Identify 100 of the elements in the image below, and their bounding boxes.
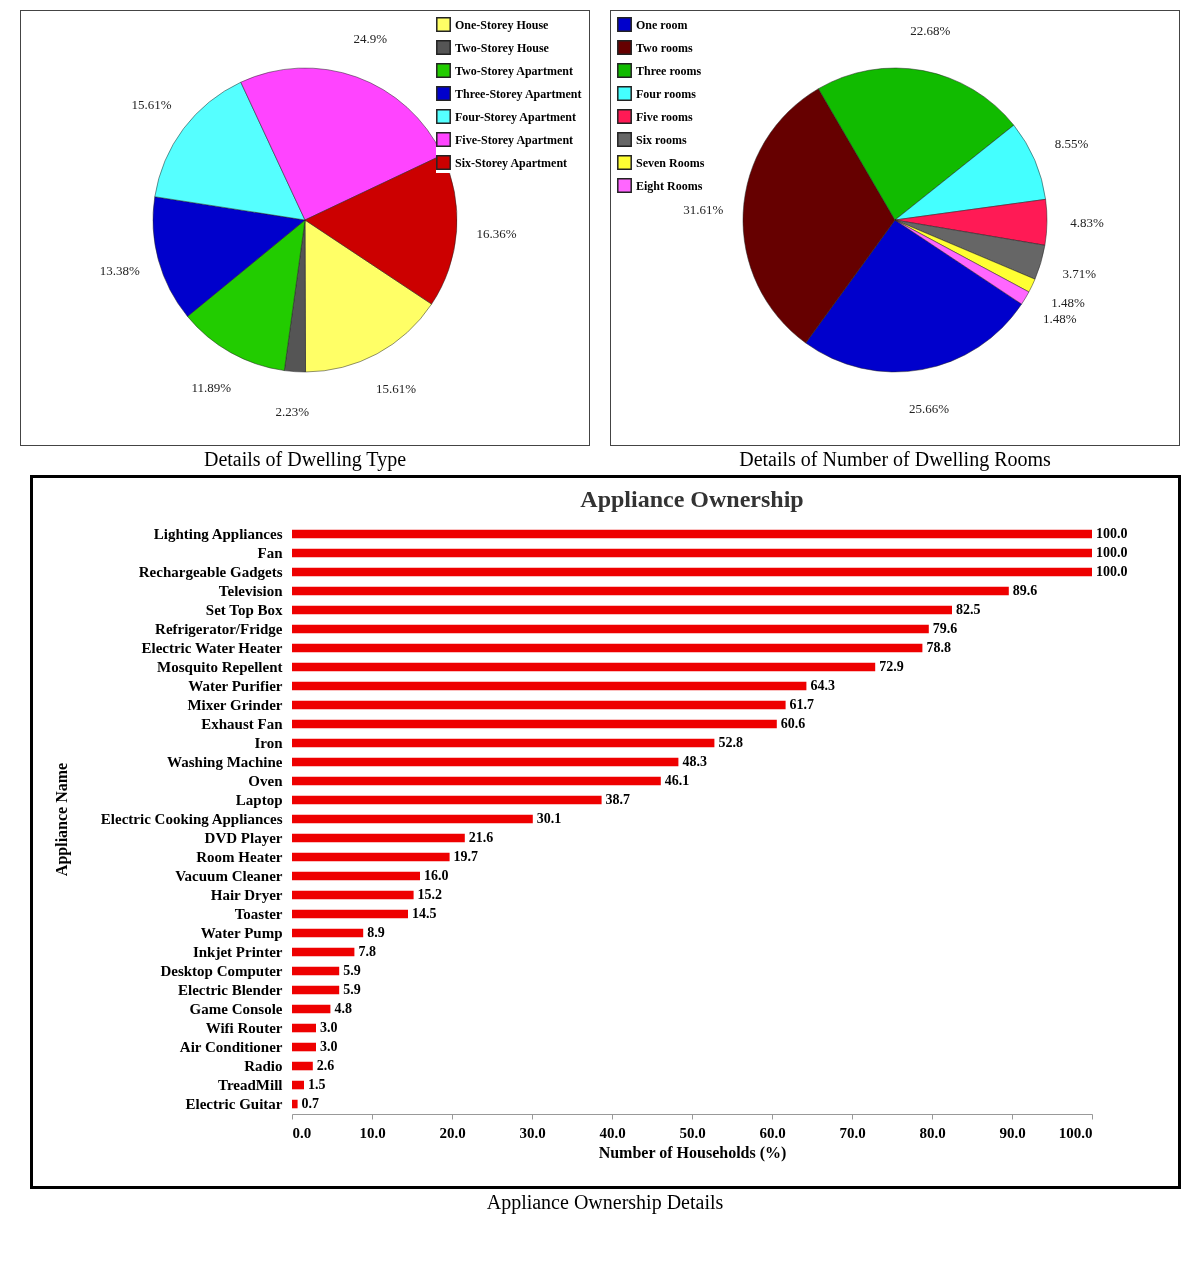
y-tick-label: Mosquito Repellent (156, 658, 282, 675)
data-label: 78.8 (925, 639, 951, 655)
y-tick-label: Washing Machine (166, 754, 283, 770)
y-tick-label: Laptop (235, 792, 282, 808)
x-tick-label: 10.0 (358, 1124, 386, 1141)
bar (291, 529, 1092, 539)
y-tick-label: Vacuum Cleaner (174, 868, 283, 884)
x-axis-title: Number of Households (%) (598, 1143, 786, 1162)
y-tick-label: Water Pump (200, 925, 282, 942)
bar (291, 909, 408, 919)
data-label: 24.9% (353, 31, 388, 47)
y-tick-label: Inkjet Printer (192, 944, 283, 961)
data-label: 4.83% (1070, 214, 1104, 230)
data-label: 2.6 (316, 1058, 334, 1074)
bar (291, 890, 414, 900)
data-label: 3.0 (319, 1039, 337, 1055)
legend-label: One room (636, 17, 688, 32)
data-label: 38.7 (605, 792, 630, 807)
y-tick-label: Electric Cooking Appliances (100, 811, 283, 827)
x-tick-label: 0.0 (292, 1124, 311, 1141)
data-label: 100.0 (1095, 563, 1127, 579)
legend-label: Six rooms (636, 132, 688, 147)
data-label: 52.8 (717, 734, 743, 750)
data-label: 15.61% (131, 96, 172, 112)
y-tick-label: TreadMill (217, 1077, 282, 1094)
y-tick-label: Rechargeable Gadgets (138, 563, 283, 580)
data-label: 5.9 (342, 963, 361, 979)
y-tick-label: Game Console (189, 1001, 283, 1018)
y-tick-label: Television (218, 582, 283, 599)
data-label: 7.8 (357, 944, 376, 960)
data-label: 22.68% (910, 23, 951, 39)
bar (291, 985, 339, 995)
data-label: 8.55% (1054, 136, 1089, 152)
text: Details of Number of Dwelling Rooms (739, 448, 1051, 471)
bar (291, 947, 354, 957)
bar (291, 1080, 304, 1090)
legend-label: Four-Storey Apartment (455, 109, 576, 124)
y-tick-label: Lighting Appliances (153, 525, 283, 542)
x-tick-label: 30.0 (518, 1124, 546, 1141)
y-tick-label: Room Heater (195, 849, 283, 865)
data-label: 0.7 (301, 1096, 319, 1112)
bar (291, 966, 339, 976)
y-tick-label: Toaster (234, 906, 283, 923)
bar (291, 700, 786, 710)
bar (291, 852, 450, 862)
text: Details of Dwelling Type (203, 448, 407, 471)
legend-label: Eight Rooms (636, 178, 703, 193)
data-label: 48.3 (681, 754, 707, 769)
bar (291, 643, 922, 653)
y-tick-label: Air Conditioner (179, 1039, 283, 1056)
data-label: 16.0 (423, 868, 448, 883)
chart-title: Appliance Ownership (579, 486, 804, 512)
data-label: 16.36% (476, 225, 517, 241)
legend-label: Seven Rooms (636, 155, 705, 170)
data-label: 1.48% (1051, 294, 1086, 310)
y-tick-label: Exhaust Fan (200, 715, 283, 732)
y-tick-label: Wifi Router (205, 1020, 283, 1037)
data-label: 100.0 (1095, 544, 1127, 560)
bar (291, 605, 952, 615)
y-tick-label: Hair Dryer (210, 887, 283, 904)
y-tick-label: Fan (256, 544, 283, 561)
bar (291, 928, 363, 938)
x-tick-label: 50.0 (678, 1124, 706, 1141)
data-label: 14.5 (411, 906, 436, 922)
y-tick-label: Radio (243, 1058, 282, 1075)
bar (291, 548, 1092, 558)
data-label: 82.5 (955, 601, 980, 617)
legend-label: Three-Storey Apartment (455, 86, 582, 101)
data-label: 60.6 (780, 715, 805, 731)
bar (291, 1004, 330, 1014)
y-tick-label: Electric Water Heater (140, 639, 283, 656)
data-label: 89.6 (1012, 582, 1037, 598)
legend-label: Two-Storey House (455, 40, 550, 55)
bar (291, 795, 602, 805)
y-tick-label: Set Top Box (205, 601, 283, 618)
x-tick-label: 90.0 (998, 1124, 1026, 1141)
bar (291, 871, 420, 881)
y-tick-label: Electric Blender (177, 982, 283, 999)
data-label: 25.66% (909, 400, 950, 416)
legend-label: Five rooms (636, 109, 694, 124)
bar (291, 624, 929, 634)
bar (291, 1023, 316, 1033)
data-label: 1.5 (307, 1077, 325, 1093)
x-tick-label: 20.0 (438, 1124, 466, 1141)
bar (291, 1042, 316, 1052)
bar (291, 662, 875, 672)
data-label: 2.23% (275, 403, 310, 419)
bar (291, 776, 661, 786)
y-tick-label: Refrigerator/Fridge (154, 620, 283, 637)
data-label: 72.9 (878, 658, 904, 674)
data-label: 15.2 (417, 887, 442, 903)
bar (291, 1061, 313, 1071)
y-tick-label: Electric Guitar (184, 1096, 283, 1113)
data-label: 11.89% (191, 379, 232, 395)
x-tick-label: 80.0 (918, 1124, 946, 1141)
data-label: 13.38% (99, 262, 140, 278)
bar (291, 833, 465, 843)
bar (291, 719, 777, 729)
bar (291, 738, 714, 748)
data-label: 3.71% (1062, 265, 1097, 281)
